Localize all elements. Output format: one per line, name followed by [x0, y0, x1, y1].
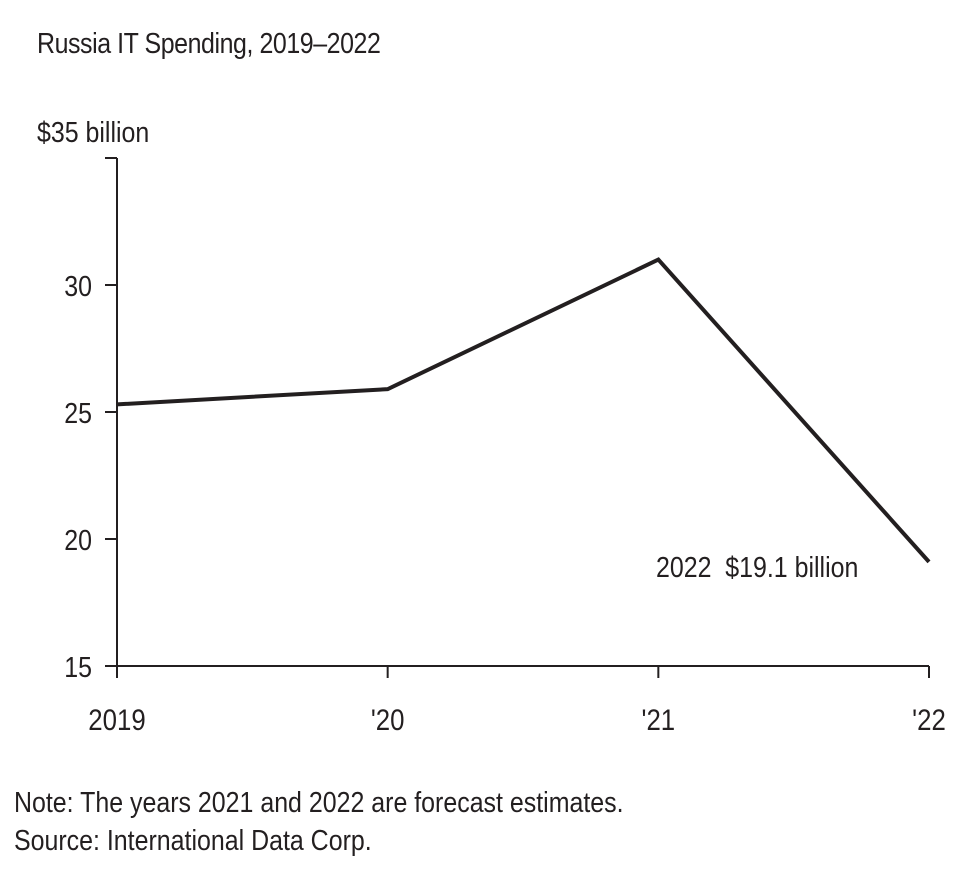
y-ticks: 15 20 25 30 $35 billion	[37, 116, 149, 683]
series-line	[116, 257, 931, 564]
series	[116, 257, 931, 564]
y-tick-label: 15	[64, 651, 92, 683]
y-tick-label: 30	[64, 270, 92, 302]
axes	[109, 158, 929, 674]
x-tick-label: '20	[371, 703, 405, 736]
x-ticks: 2019 '20 '21 '22	[88, 666, 946, 736]
note-text: Note: The years 2021 and 2022 are foreca…	[14, 787, 624, 819]
chart-title: Russia IT Spending, 2019–2022	[37, 28, 381, 60]
source-text: Source: International Data Corp.	[14, 825, 372, 857]
x-tick-label: 2019	[88, 703, 145, 736]
y-tick-label: 25	[64, 397, 92, 429]
annotation-label: 2022 $19.1 billion	[656, 551, 858, 583]
x-tick-label: '21	[642, 703, 676, 736]
y-tick-label: 20	[64, 524, 92, 556]
x-tick-label: '22	[912, 703, 946, 736]
y-tick-label: $35 billion	[37, 116, 149, 148]
